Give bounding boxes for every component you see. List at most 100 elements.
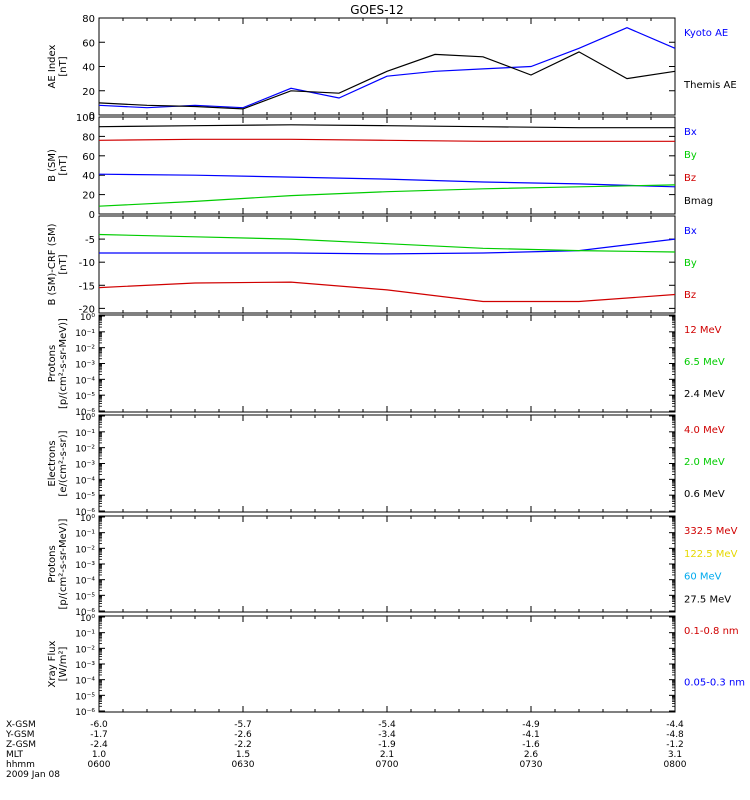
y-axis-label: [nT] — [58, 254, 69, 274]
x-tick-label: 0800 — [664, 760, 687, 770]
y-tick-label: 10⁻³ — [75, 361, 95, 371]
legend-entry: 60 MeV — [684, 572, 722, 583]
x-tick-label: -1.6 — [522, 740, 540, 750]
legend-entry: 12 MeV — [684, 325, 722, 336]
x-tick-label: -3.4 — [378, 730, 396, 740]
panel-frame — [98, 414, 676, 513]
x-tick-label: 3.1 — [668, 750, 682, 760]
panel-1: AE Index [nT] 0 20 40 60 80 Kyoto AE Themis AE — [47, 14, 737, 122]
y-tick-label: 100 — [76, 113, 95, 124]
legend-entry: 332.5 MeV — [684, 526, 738, 537]
x-row-label: Z-GSM — [6, 740, 36, 750]
y-tick-label: 10⁻⁶ — [75, 508, 95, 518]
y-tick-label: 10⁻⁶ — [75, 708, 95, 718]
y-tick-label: 10⁰ — [80, 514, 95, 524]
panel-frame — [98, 615, 676, 713]
panel-4: Protons [p/(cm²-s-sr-MeV)] 10⁻⁶ 10⁻⁵ 10⁻⁴ 10⁻… — [47, 313, 725, 418]
y-tick-label: 10⁻¹ — [75, 329, 95, 339]
x-tick-label: 0700 — [376, 760, 399, 770]
x-tick-label: -1.7 — [90, 730, 108, 740]
y-tick-label: -20 — [79, 304, 95, 315]
y-axis-label: [p/(cm²-s-sr-MeV)] — [58, 318, 69, 409]
legend-entry: 122.5 MeV — [684, 549, 738, 560]
y-tick-label: 10⁻⁵ — [75, 492, 95, 502]
y-axis-label: Protons — [47, 345, 58, 382]
y-axis-label: [nT] — [58, 56, 69, 76]
panel-frame — [98, 215, 676, 314]
y-tick-label: 10⁻⁵ — [75, 392, 95, 402]
panel-frame — [98, 116, 676, 215]
x-tick-label: -5.7 — [234, 720, 252, 730]
legend-entry: 4.0 MeV — [684, 425, 725, 436]
y-tick-label: 0 — [89, 111, 95, 122]
y-tick-label: 10⁻² — [75, 445, 95, 455]
x-tick-label: -2.2 — [234, 740, 252, 750]
y-tick-label: 80 — [82, 14, 95, 25]
y-tick-label: 10⁻³ — [75, 661, 95, 671]
legend-entry: 2.4 MeV — [684, 389, 725, 400]
y-tick-label: 10⁰ — [80, 614, 95, 624]
legend-entry: 2.0 MeV — [684, 457, 725, 468]
x-tick-label: -6.0 — [90, 720, 108, 730]
x-tick-label: 2.1 — [380, 750, 394, 760]
y-tick-label: 10⁻³ — [75, 561, 95, 571]
x-tick-label: 1.5 — [236, 750, 250, 760]
x-tick-label: -2.6 — [234, 730, 252, 740]
y-tick-label: 10⁻⁶ — [75, 408, 95, 418]
y-tick-label: 40 — [82, 63, 95, 74]
legend-entry: 27.5 MeV — [684, 594, 731, 605]
panel-frame — [98, 314, 676, 413]
panel-frame — [98, 17, 676, 116]
legend-entry: Bz — [684, 173, 696, 184]
legend-entry: Bx — [684, 226, 697, 237]
x-tick-label: 0630 — [232, 760, 255, 770]
series-line — [98, 184, 676, 207]
y-axis-label: B (SM) — [47, 149, 58, 182]
y-axis-label: [p/(cm²-s-sr-MeV)] — [58, 518, 69, 609]
series-line — [99, 238, 676, 255]
y-tick-label: 0 — [89, 210, 95, 221]
legend-entry: Kyoto AE — [684, 28, 728, 39]
x-tick-label: -1.2 — [666, 740, 684, 750]
x-tick-label: -4.1 — [522, 730, 540, 740]
y-axis-label: [W/m²] — [58, 646, 69, 681]
y-tick-label: 10⁻⁵ — [75, 592, 95, 602]
y-tick-label: 10⁰ — [80, 313, 95, 323]
y-tick-label: 10⁻¹ — [75, 530, 95, 540]
y-tick-label: 20 — [82, 87, 95, 98]
legend-entry: Bmag — [684, 196, 713, 207]
plot-title: GOES-12 — [350, 3, 404, 17]
x-tick-label: 0600 — [88, 760, 111, 770]
y-tick-label: 10⁻⁴ — [75, 577, 95, 587]
y-tick-label: 10⁻² — [75, 645, 95, 655]
panel-5: Electrons [e/(cm²-s-sr)] 10⁻⁶ 10⁻⁵ 10⁻⁴ 10⁻³ 1… — [47, 413, 725, 518]
x-tick-label: 1.0 — [92, 750, 107, 760]
y-tick-label: 10⁻⁴ — [75, 677, 95, 687]
y-tick-label: 80 — [82, 132, 95, 143]
y-tick-label: 60 — [82, 152, 95, 163]
y-tick-label: 60 — [82, 38, 95, 49]
y-tick-label: -15 — [79, 281, 95, 292]
panel-2: B (SM) [nT] 0 20 40 60 80 100 Bx By Bz Bmag — [47, 113, 713, 221]
y-axis-label: [e/(cm²-s-sr)] — [58, 430, 69, 496]
y-axis-label: Protons — [47, 545, 58, 582]
series-line — [98, 233, 676, 253]
series-line — [98, 173, 676, 188]
y-axis-label: [nT] — [58, 155, 69, 175]
legend-entry: Themis AE — [683, 80, 737, 91]
x-tick-label: -1.9 — [378, 740, 396, 750]
legend-entry: 0.6 MeV — [684, 489, 725, 500]
y-tick-label: 10⁻⁵ — [75, 692, 95, 702]
x-row-label: X-GSM — [6, 720, 36, 730]
y-tick-label: -5 — [85, 235, 95, 246]
y-axis-label: Xray Flux — [47, 640, 58, 687]
x-tick-label: -4.4 — [666, 720, 684, 730]
y-axis-label: AE Index — [47, 44, 58, 88]
series-line — [98, 124, 675, 129]
legend-entry: By — [684, 258, 697, 269]
y-tick-label: 10⁻² — [75, 345, 95, 355]
y-tick-label: 10⁻² — [75, 545, 95, 555]
y-tick-label: 10⁻³ — [75, 461, 95, 471]
x-row-label: MLT — [6, 750, 24, 760]
